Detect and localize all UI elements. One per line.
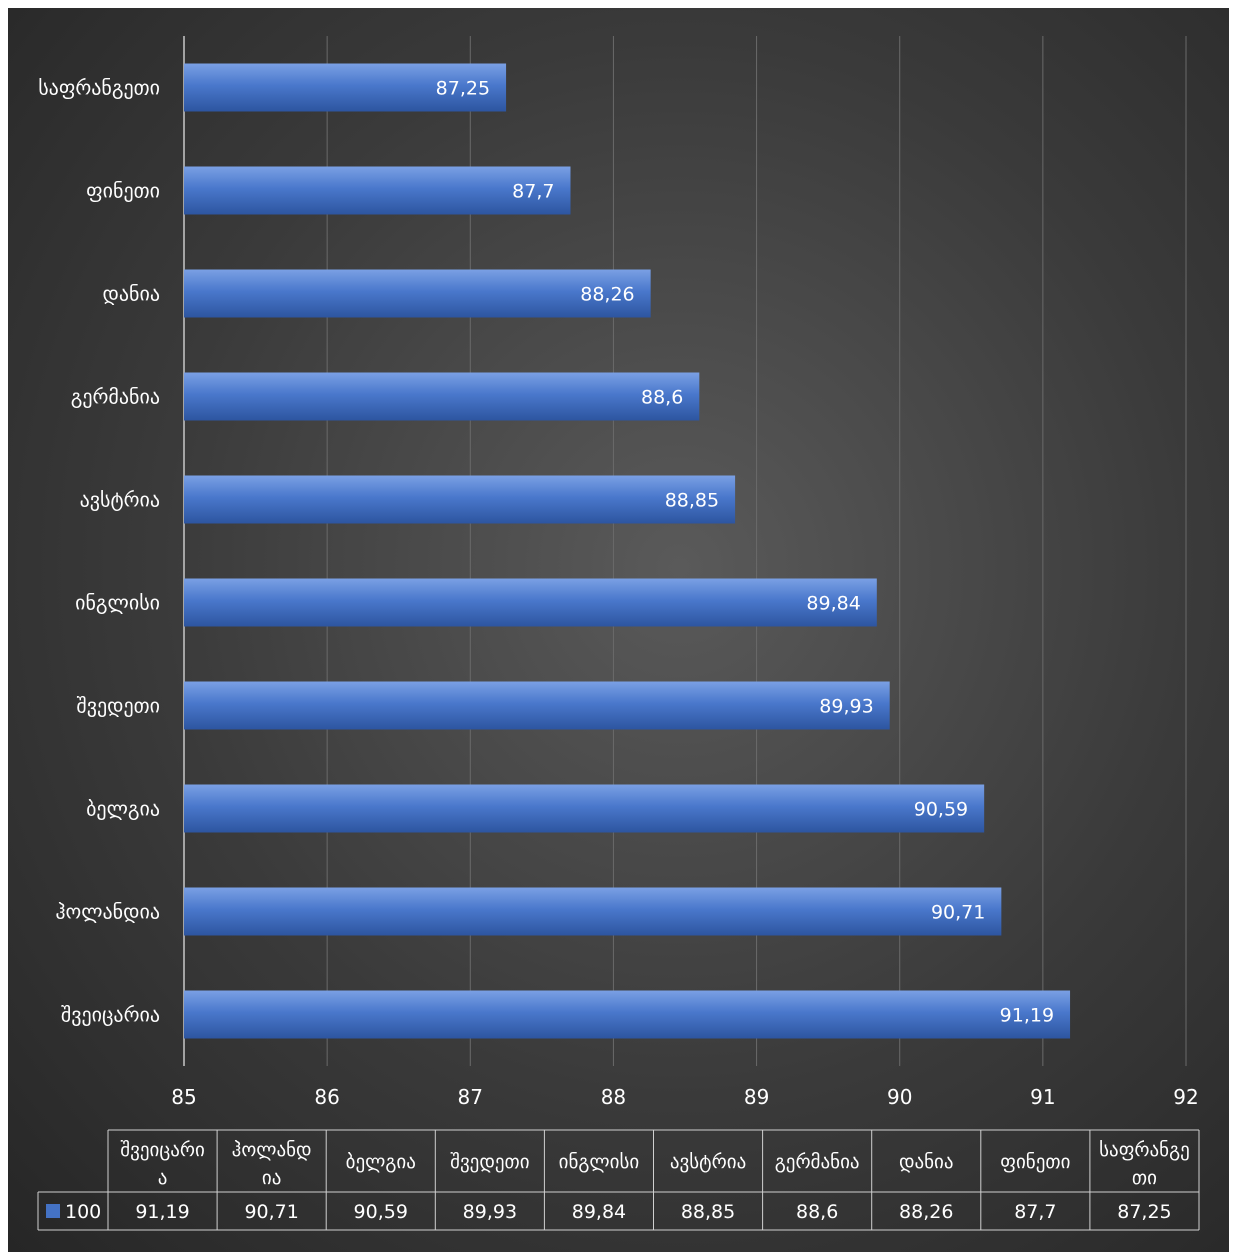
x-tick-label: 91 (1030, 1085, 1055, 1109)
table-header-cell: თი (1132, 1167, 1157, 1189)
bar (184, 269, 651, 318)
table-value-cell: 87,7 (1014, 1201, 1056, 1223)
table-value-cell: 87,25 (1117, 1201, 1171, 1223)
table-header-cell: საფრანგე (1099, 1139, 1190, 1161)
table-header-cell: ავსტრია (670, 1151, 746, 1173)
category-label: გერმანია (71, 385, 160, 409)
table-header-cell: გერმანია (775, 1151, 860, 1173)
x-tick-label: 89 (744, 1085, 769, 1109)
x-tick-label: 86 (314, 1085, 339, 1109)
chart-area: 85 86 87 88 89 90 91 92 87,25 საფრანგეთი 87,7 ფინეთ… (8, 8, 1229, 1252)
table-header-cell: ინგლისი (559, 1151, 640, 1173)
table-header-cell: ია (262, 1167, 281, 1189)
data-label: 89,93 (819, 696, 873, 718)
category-label: ჰოლანდია (55, 900, 160, 924)
data-label: 91,19 (1000, 1005, 1054, 1027)
table-header-cell: შვეიცარი (120, 1139, 205, 1161)
legend-label: 100 (65, 1201, 101, 1223)
data-label: 87,7 (512, 181, 554, 203)
data-label: 89,84 (806, 593, 860, 615)
bar (184, 784, 985, 833)
x-tick-label: 85 (171, 1085, 196, 1109)
table-value-cell: 88,26 (899, 1201, 953, 1223)
category-label: ინგლისი (75, 591, 160, 615)
category-label: დანია (103, 282, 160, 306)
bar (184, 578, 877, 627)
table-value-cell: 89,84 (572, 1201, 626, 1223)
data-label: 88,85 (665, 490, 719, 512)
table-value-cell: 91,19 (135, 1201, 189, 1223)
table-header-cell: შვედეთი (450, 1151, 529, 1173)
category-label: შვეიცარია (61, 1003, 160, 1027)
table-header-cell: დანია (899, 1151, 954, 1173)
bar (184, 372, 700, 421)
data-label: 87,25 (436, 78, 490, 100)
table-header-cell: ა (158, 1167, 168, 1189)
category-label: ბელგია (86, 797, 160, 821)
table-header-cell: ბელგია (346, 1151, 416, 1173)
data-label: 90,59 (914, 799, 968, 821)
table-value-cell: 90,59 (354, 1201, 408, 1223)
table-value-cell: 89,93 (463, 1201, 517, 1223)
data-label: 90,71 (931, 902, 985, 924)
bar (184, 475, 736, 524)
table-header-cell: ჰოლანდ (232, 1139, 312, 1161)
data-label: 88,26 (580, 284, 634, 306)
bar (184, 887, 1002, 936)
bar (184, 990, 1071, 1039)
data-label: 88,6 (641, 387, 683, 409)
bar (184, 681, 890, 730)
table-value-cell: 90,71 (244, 1201, 298, 1223)
category-label: ფინეთი (86, 179, 160, 203)
bar-chart-svg: 85 86 87 88 89 90 91 9287,25საფრანგეთი87,7ფინეთ… (37, 36, 1200, 1231)
table-header-cell: ფინეთი (1000, 1151, 1070, 1173)
x-tick-label: 88 (601, 1085, 626, 1109)
category-label: საფრანგეთი (38, 76, 160, 100)
category-label: შვედეთი (76, 694, 160, 718)
x-tick-label: 92 (1173, 1085, 1198, 1109)
category-label: ავსტრია (80, 488, 160, 512)
bar (184, 63, 507, 112)
table-value-cell: 88,6 (796, 1201, 838, 1223)
bar (184, 166, 571, 215)
table-value-cell: 88,85 (681, 1201, 735, 1223)
x-tick-label: 87 (458, 1085, 483, 1109)
x-tick-label: 90 (887, 1085, 912, 1109)
legend-swatch (46, 1204, 60, 1218)
